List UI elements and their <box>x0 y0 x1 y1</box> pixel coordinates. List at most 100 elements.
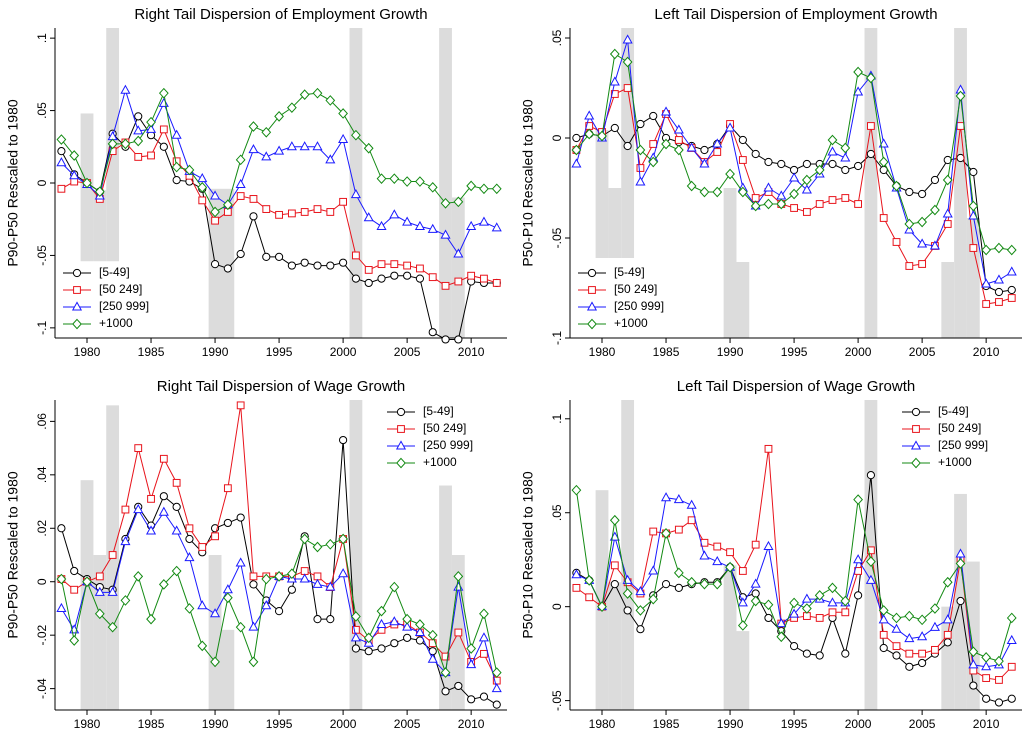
marker <box>262 252 271 261</box>
marker <box>879 214 888 222</box>
marker <box>789 188 799 200</box>
marker <box>275 210 283 219</box>
marker <box>905 262 914 270</box>
marker <box>649 111 658 121</box>
marker <box>397 425 405 433</box>
shaded-period <box>621 400 635 710</box>
marker <box>235 154 246 166</box>
x-tick-label: 2010 <box>458 345 485 359</box>
marker <box>738 567 747 575</box>
marker <box>222 199 233 211</box>
marker <box>339 197 348 206</box>
marker <box>956 153 965 163</box>
marker <box>1006 266 1017 276</box>
marker <box>865 574 876 584</box>
x-tick-label: 2010 <box>973 345 1000 359</box>
marker <box>866 471 876 480</box>
shaded-period <box>723 188 737 338</box>
y-tick-label: 0 <box>550 603 564 610</box>
legend-label: [50 249] <box>614 282 657 296</box>
x-tick-label: 1980 <box>589 717 616 731</box>
x-tick-label: 1995 <box>781 345 808 359</box>
marker <box>223 264 232 273</box>
chart-title: Right Tail Dispersion of Wage Growth <box>157 378 405 395</box>
marker <box>249 195 258 203</box>
marker <box>649 140 658 148</box>
marker <box>911 457 921 469</box>
marker <box>904 218 915 230</box>
marker <box>491 183 502 195</box>
marker <box>478 632 489 642</box>
marker <box>942 208 953 218</box>
marker <box>69 150 80 161</box>
marker <box>197 600 208 610</box>
marker <box>571 484 582 496</box>
marker <box>828 608 837 617</box>
marker <box>588 286 596 294</box>
marker <box>841 608 850 617</box>
marker <box>453 571 464 582</box>
marker <box>610 561 619 570</box>
x-tick-label: 1980 <box>589 345 616 359</box>
y-tick-label: .1 <box>35 33 49 43</box>
shaded-period <box>439 28 452 338</box>
marker <box>236 192 245 200</box>
marker <box>853 494 863 505</box>
marker <box>236 513 245 522</box>
y-axis-label: P50-P10 Rescaled to 1980 <box>520 471 536 639</box>
marker <box>364 647 373 656</box>
marker <box>363 142 374 154</box>
marker <box>955 558 966 569</box>
marker <box>815 200 824 208</box>
marker <box>981 278 992 288</box>
marker <box>763 182 774 192</box>
marker <box>325 538 336 550</box>
marker <box>802 208 811 216</box>
marker <box>134 112 143 121</box>
marker <box>300 208 309 216</box>
marker <box>134 153 143 161</box>
marker <box>396 457 406 469</box>
marker <box>363 212 374 222</box>
marker <box>790 204 798 212</box>
marker <box>686 499 697 509</box>
marker <box>197 182 208 193</box>
marker <box>995 298 1003 306</box>
marker <box>326 208 335 216</box>
marker <box>981 652 992 663</box>
x-tick-label: 2005 <box>394 717 421 731</box>
marker <box>274 252 284 261</box>
shaded-period <box>954 28 967 338</box>
marker <box>158 506 169 516</box>
marker <box>185 534 194 544</box>
marker <box>376 173 387 184</box>
marker <box>261 126 272 138</box>
x-tick-label: 1990 <box>202 717 229 731</box>
marker <box>584 575 595 586</box>
marker <box>146 116 156 128</box>
marker <box>172 502 181 511</box>
marker <box>878 605 889 616</box>
marker <box>968 210 979 220</box>
marker <box>892 651 901 660</box>
marker <box>699 550 710 560</box>
marker <box>198 196 207 205</box>
marker <box>390 260 399 269</box>
shaded-period <box>736 262 750 338</box>
marker <box>364 278 373 288</box>
marker <box>403 261 412 270</box>
marker <box>235 557 246 567</box>
marker <box>325 154 336 164</box>
marker <box>854 591 863 600</box>
marker <box>841 194 850 202</box>
marker <box>236 249 245 259</box>
marker <box>867 122 875 130</box>
marker <box>466 658 477 669</box>
marker <box>312 87 323 99</box>
shaded-period <box>349 28 363 338</box>
marker <box>453 248 464 258</box>
marker <box>982 674 991 682</box>
marker <box>635 144 646 156</box>
marker <box>389 581 400 593</box>
marker <box>686 142 697 152</box>
